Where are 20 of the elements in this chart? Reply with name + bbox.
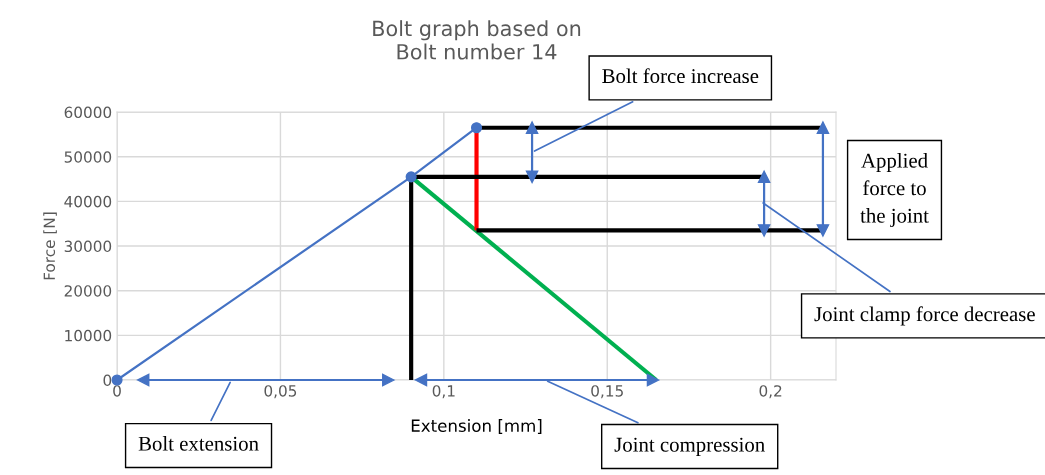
y-tick-label: 60000	[64, 106, 112, 119]
x-tick-label: 0,1	[432, 385, 455, 399]
y-tick-label: 10000	[65, 329, 112, 342]
x-axis-title: Extension [mm]	[411, 419, 542, 434]
y-tick-label: 20000	[64, 285, 112, 297]
annotation: Joint compression	[614, 437, 765, 456]
y-tick-label: 40000	[64, 195, 112, 208]
y-tick-label: 0	[103, 374, 112, 387]
y-tick-label: 30000	[64, 240, 112, 253]
x-tick-label: 0,15	[591, 385, 623, 399]
x-tick-label: 0,2	[759, 385, 782, 399]
annotation: Bolt extension	[138, 436, 259, 451]
x-tick-label: 0,05	[264, 385, 297, 399]
y-tick-label: 50000	[64, 151, 112, 163]
text: Applied force to the joint	[860, 152, 929, 228]
annotation: Joint clamp force decrease	[814, 306, 1035, 326]
chart-title: Bolt graph based on Bolt number 14	[373, 20, 581, 60]
x-tick-label: 0	[113, 385, 121, 397]
annotation: Bolt force increase	[602, 68, 759, 84]
y-axis-title: Force [N]	[43, 212, 57, 280]
